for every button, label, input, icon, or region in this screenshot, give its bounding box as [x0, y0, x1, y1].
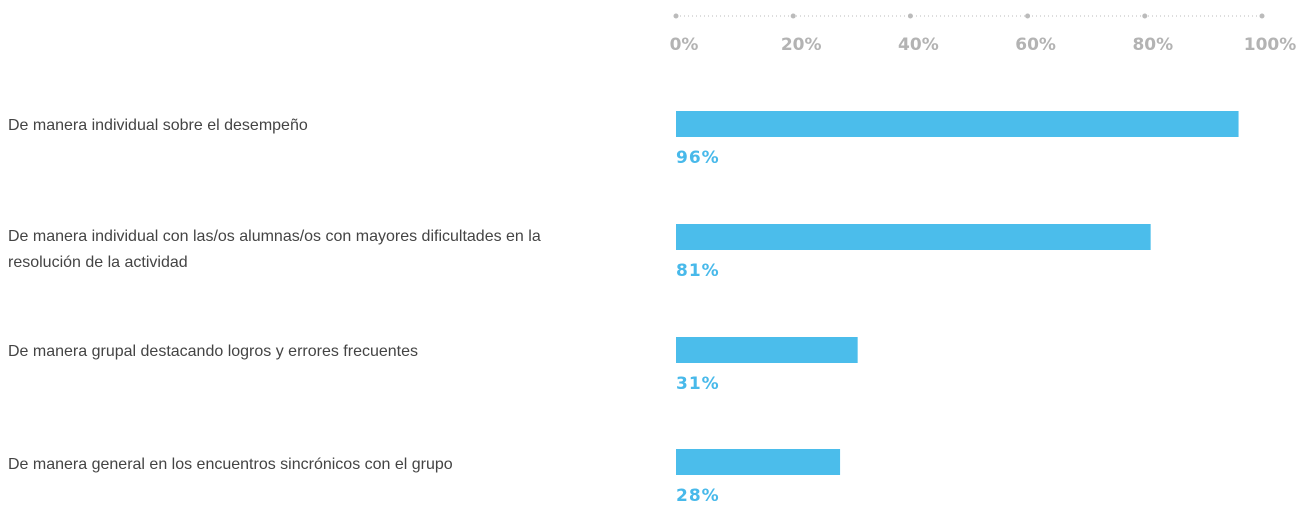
x-tick-label: 80%: [1132, 35, 1173, 55]
bar: [676, 449, 841, 475]
value-label: 81%: [676, 261, 720, 281]
bar: [676, 111, 1239, 137]
tick-mark: [1142, 13, 1148, 19]
value-label: 96%: [676, 148, 720, 168]
tick-mark: [790, 13, 796, 19]
tick-mark: [673, 13, 679, 19]
x-tick-label: 20%: [781, 35, 822, 55]
category-label: De manera individual sobre el desempeño: [8, 117, 308, 134]
x-tick-label: 40%: [898, 35, 939, 55]
category-label: De manera individual con las/os alumnas/…: [8, 228, 541, 271]
x-tick-label: 60%: [1015, 35, 1056, 55]
bar: [676, 224, 1151, 250]
category-label: De manera general en los encuentros sinc…: [8, 456, 453, 473]
x-tick-label: 0%: [670, 35, 699, 55]
value-label: 31%: [676, 374, 720, 394]
tick-mark: [1259, 13, 1265, 19]
bar: [676, 337, 858, 363]
value-label: 28%: [676, 486, 720, 506]
x-tick-label: 100%: [1244, 35, 1297, 55]
category-label: De manera grupal destacando logros y err…: [8, 343, 418, 360]
tick-mark: [1025, 13, 1031, 19]
tick-mark: [907, 13, 913, 19]
